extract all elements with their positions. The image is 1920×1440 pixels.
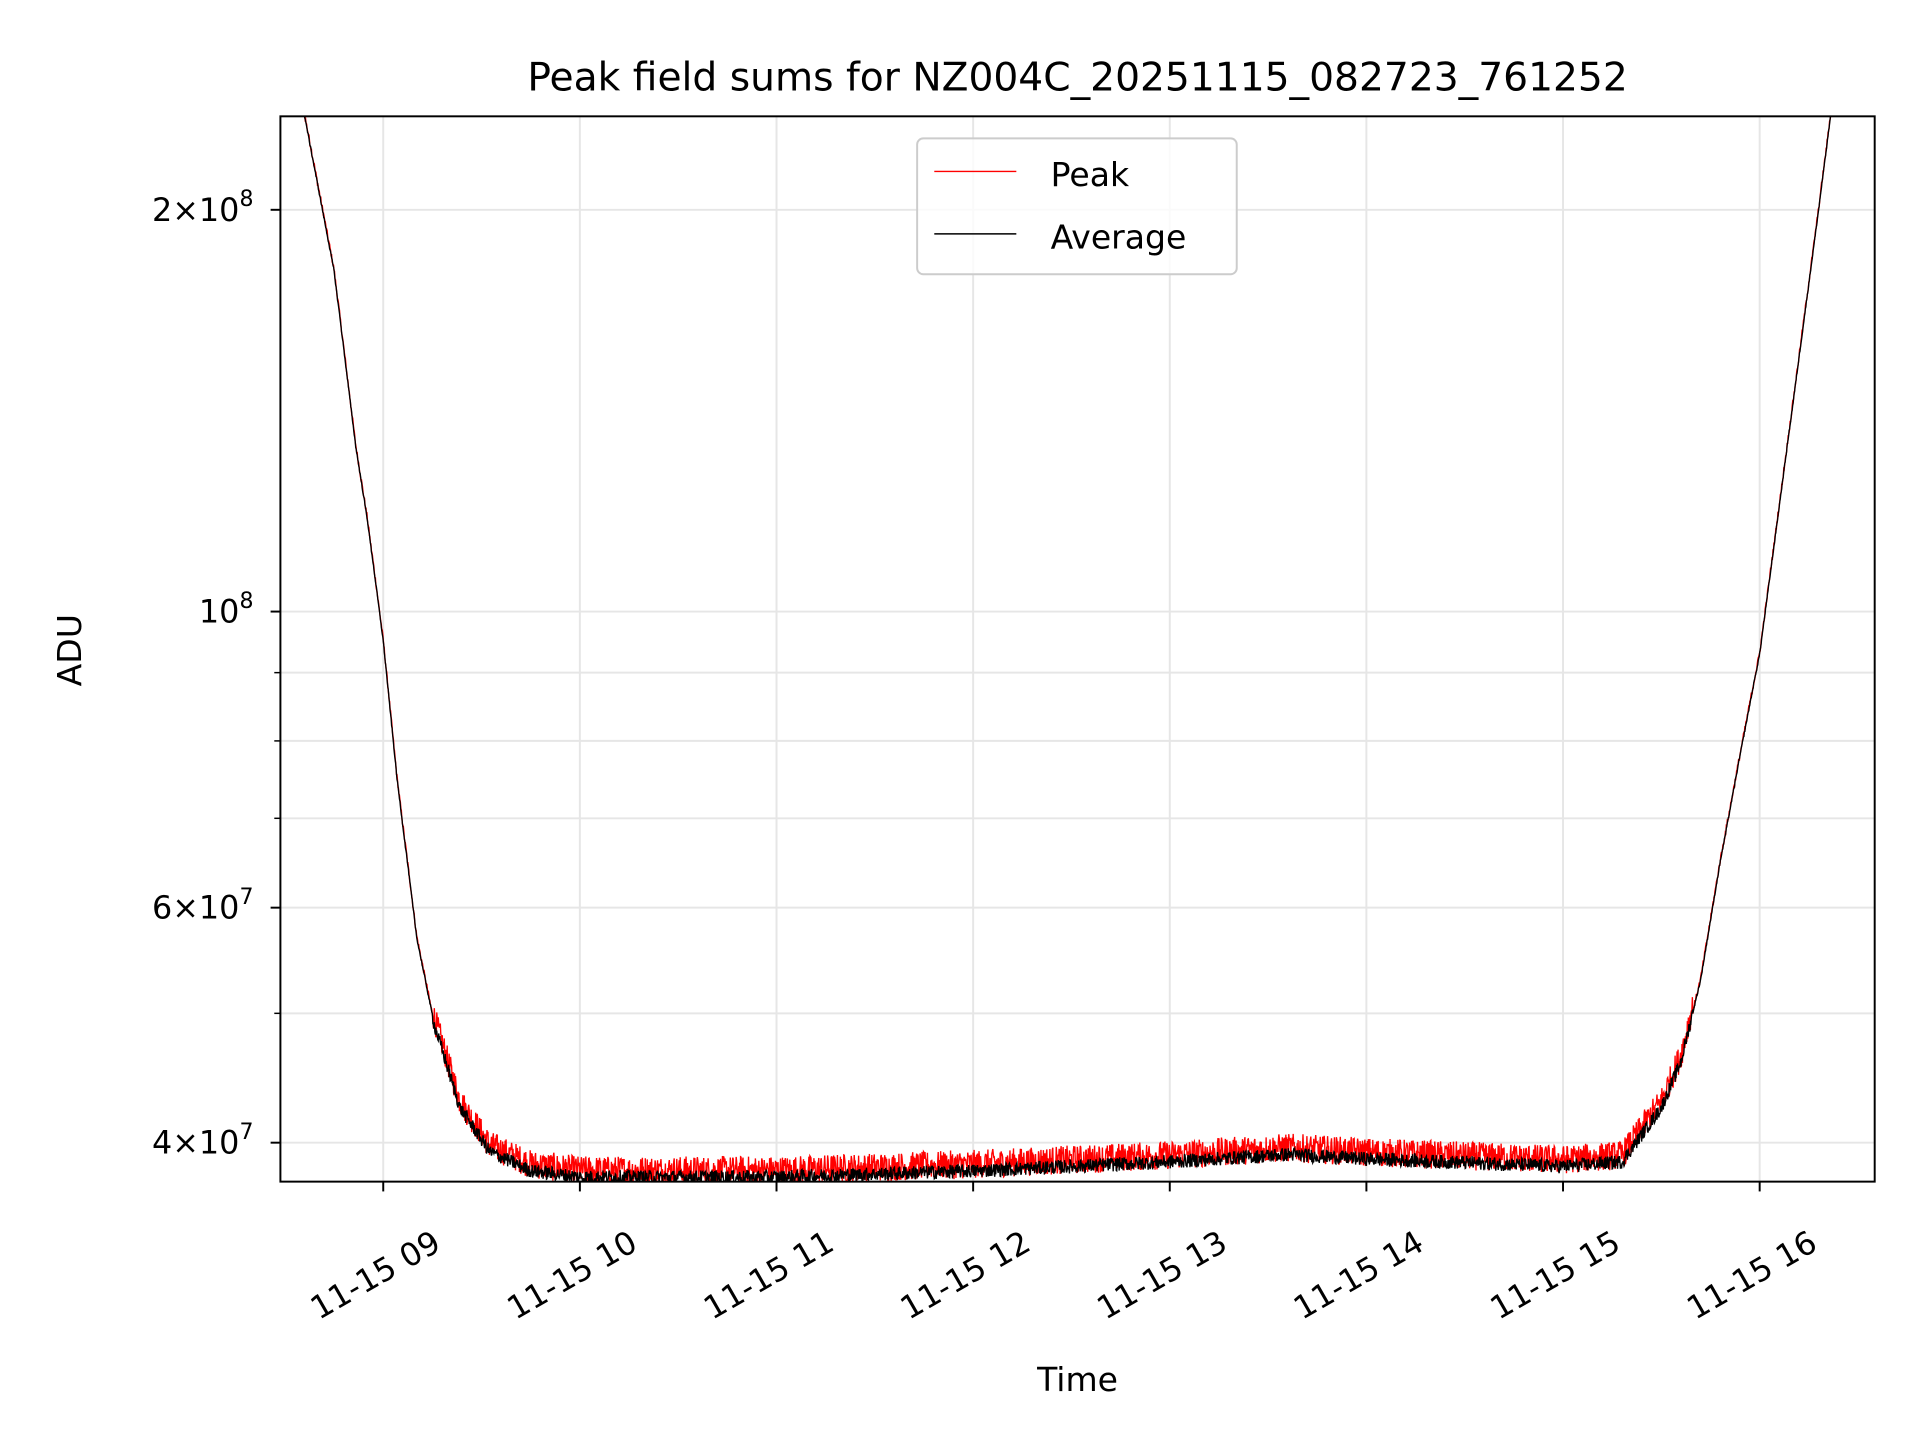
y-tick-label: 2×108 xyxy=(152,187,253,229)
y-tick-label: 6×107 xyxy=(152,885,253,927)
chart-title: Peak field sums for NZ004C_20251115_0827… xyxy=(527,56,1627,101)
grid xyxy=(280,116,1875,1182)
x-axis-label: Time xyxy=(1036,1360,1118,1399)
y-tick-label: 4×107 xyxy=(152,1120,253,1162)
y-tick-label: 108 xyxy=(199,589,254,631)
plot-frame xyxy=(279,115,1876,1183)
y-axis-label: ADU xyxy=(50,614,89,686)
legend: Peak Average xyxy=(916,137,1238,276)
legend-average-label: Average xyxy=(1051,218,1187,257)
legend-peak-label: Peak xyxy=(1051,155,1130,194)
series-group xyxy=(303,116,1832,1182)
series-line-average xyxy=(303,116,1832,1182)
